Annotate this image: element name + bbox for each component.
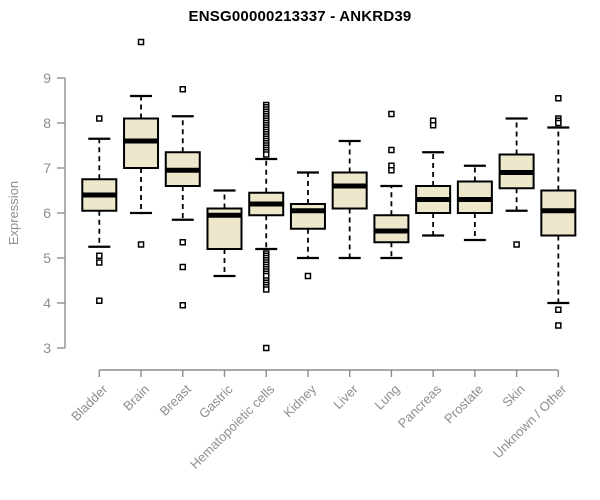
y-tick-label: 3	[43, 340, 51, 356]
box-group-kidney	[289, 171, 326, 280]
y-tick-label: 9	[43, 70, 51, 86]
outlier-point	[555, 95, 562, 102]
outlier-point	[96, 259, 103, 266]
box-group-breast	[164, 86, 201, 309]
y-axis: 3 4 5 6 7 8 9 Expression	[6, 70, 66, 356]
x-tick-label-prostate: Prostate	[441, 382, 486, 427]
outlier-point	[96, 297, 103, 304]
chart-title: ENSG00000213337 - ANKRD39	[188, 8, 412, 25]
outlier-point	[262, 344, 270, 352]
outlier-point	[555, 322, 562, 329]
box-group-pancreas	[415, 117, 452, 237]
outlier-point	[388, 110, 395, 118]
x-tick-label-lung: Lung	[371, 382, 402, 413]
outlier-point	[179, 239, 187, 246]
y-tick-label: 8	[43, 115, 51, 131]
y-axis-label: Expression	[6, 181, 21, 245]
box-group-unknown-other	[540, 95, 577, 329]
y-tick-label: 7	[43, 160, 51, 176]
outlier-point	[262, 151, 270, 158]
x-tick-label-gastric: Gastric	[196, 381, 236, 421]
box-group-hematopoietic-cells	[248, 101, 285, 352]
outlier-point	[262, 286, 270, 293]
y-tick-label: 5	[43, 250, 51, 266]
outlier-point	[388, 167, 395, 174]
outlier-point	[513, 241, 520, 248]
iqr-box	[289, 203, 326, 230]
outlier-point	[96, 115, 103, 122]
box-group-gastric	[206, 189, 243, 278]
iqr-box	[331, 171, 368, 210]
outlier-point	[388, 146, 395, 154]
x-tick-label-liver: Liver	[330, 381, 361, 412]
outlier-point	[429, 122, 437, 129]
outlier-point	[137, 38, 145, 46]
x-tick-label-pancreas: Pancreas	[395, 381, 445, 431]
box-group-brain	[123, 38, 160, 248]
y-tick-label: 4	[43, 295, 51, 311]
x-tick-label-bladder: Bladder	[68, 381, 111, 424]
outlier-point	[179, 86, 187, 93]
outlier-point	[137, 241, 145, 248]
outlier-point	[179, 263, 187, 271]
box-group-bladder	[81, 115, 118, 304]
x-tick-label-unknown-other: Unknown / Other	[490, 381, 570, 461]
x-tick-label-brain: Brain	[120, 382, 152, 414]
outlier-point	[304, 272, 312, 280]
outlier-point	[555, 306, 562, 313]
box-group-liver	[331, 139, 368, 260]
x-tick-label-skin: Skin	[499, 382, 527, 410]
box-group-lung	[373, 110, 410, 260]
outlier-point	[96, 252, 103, 259]
box-group-skin	[498, 117, 535, 248]
x-tick-label-kidney: Kidney	[280, 381, 319, 420]
box-group-prostate	[456, 164, 493, 242]
x-tick-label-breast: Breast	[157, 381, 194, 418]
outlier-point	[555, 119, 562, 127]
outlier-point	[179, 302, 187, 309]
y-tick-label: 6	[43, 205, 51, 221]
